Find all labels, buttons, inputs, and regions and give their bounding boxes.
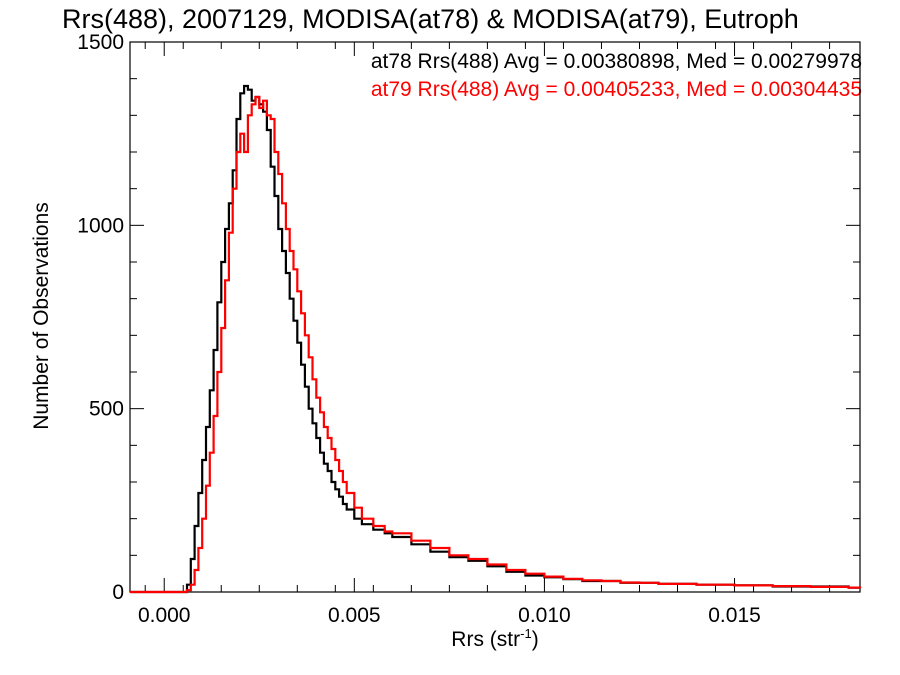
series-at78-step-line bbox=[130, 84, 862, 594]
x-axis-label: Rrs (str-1) bbox=[451, 626, 538, 652]
x-tick-label: 0.015 bbox=[708, 604, 761, 627]
plot-frame bbox=[129, 41, 861, 593]
legend-entry-at79: at79 Rrs(488) Avg = 0.00405233, Med = 0.… bbox=[370, 78, 862, 101]
x-axis-label-superscript: -1 bbox=[520, 626, 532, 641]
x-tick-label: 0.010 bbox=[518, 604, 571, 627]
x-tick-label: 0.005 bbox=[328, 604, 381, 627]
x-axis-label-main: Rrs (str bbox=[451, 628, 521, 651]
y-tick-label: 1500 bbox=[77, 31, 124, 54]
series-at79-step-line bbox=[130, 95, 862, 594]
y-tick-label: 500 bbox=[89, 398, 124, 421]
x-tick-label: 0.000 bbox=[138, 604, 191, 627]
y-tick-label: 0 bbox=[112, 581, 124, 604]
chart-title: Rrs(488), 2007129, MODISA(at78) & MODISA… bbox=[62, 4, 799, 34]
y-tick-label: 1000 bbox=[77, 214, 124, 237]
legend-entry-at78: at78 Rrs(488) Avg = 0.00380898, Med = 0.… bbox=[370, 50, 862, 73]
x-axis-label-suffix: ) bbox=[531, 628, 539, 651]
